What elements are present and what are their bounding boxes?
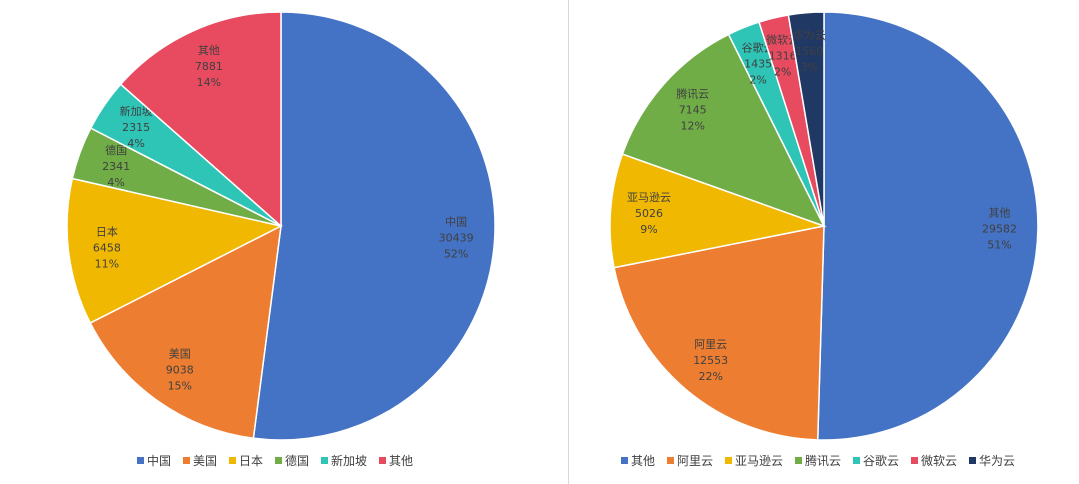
slice-name-label: 其他 bbox=[198, 44, 220, 57]
legend-swatch bbox=[321, 457, 328, 464]
slice-percent-label: 4% bbox=[127, 137, 144, 150]
slice-percent-label: 9% bbox=[640, 223, 657, 236]
legend-swatch bbox=[853, 457, 860, 464]
legend-swatch bbox=[229, 457, 236, 464]
slice-percent-label: 52% bbox=[444, 247, 468, 260]
legend-label: 微软云 bbox=[921, 454, 957, 468]
legend-label: 新加坡 bbox=[331, 453, 367, 468]
slice-percent-label: 2% bbox=[749, 73, 766, 86]
slice-name-label: 腾讯云 bbox=[676, 87, 709, 101]
pie-chart-cloud-provider: 其他 29582 51% 阿里云 12553 22% 亚马逊云 5026 9% 腾讯云 7145 12… bbox=[609, 11, 1039, 468]
slice-percent-label: 15% bbox=[168, 379, 192, 392]
legend-swatch bbox=[379, 457, 386, 464]
pie-chart-country: 中国 30439 52% 美国 9038 15% 日本 6458 11% 德国 2341 4% 新加坡 2… bbox=[66, 11, 496, 468]
slice-name-label: 亚马逊云 bbox=[627, 191, 671, 204]
slice-value-label: 2315 bbox=[122, 121, 150, 134]
legend-swatch bbox=[275, 457, 282, 464]
legend-label: 其他 bbox=[389, 454, 413, 468]
slice-percent-label: 3% bbox=[801, 61, 818, 74]
pie-slice-2 bbox=[66, 177, 284, 324]
slice-percent-label: 22% bbox=[698, 370, 722, 383]
slice-value-label: 5026 bbox=[635, 207, 663, 220]
legend-swatch bbox=[725, 457, 732, 464]
slice-name-label: 中国 bbox=[445, 215, 467, 228]
slice-value-label: 1316 bbox=[769, 50, 797, 63]
legend-label: 阿里云 bbox=[677, 454, 713, 468]
legend-swatch bbox=[183, 457, 190, 464]
slice-percent-label: 12% bbox=[680, 120, 704, 133]
pie-slice-2 bbox=[609, 153, 827, 269]
legend-label: 亚马逊云 bbox=[735, 454, 783, 468]
slice-value-label: 6458 bbox=[93, 242, 121, 255]
pie-slice-1 bbox=[89, 224, 282, 440]
slice-percent-label: 14% bbox=[197, 76, 221, 89]
legend-label: 中国 bbox=[147, 453, 171, 468]
legend-swatch bbox=[969, 457, 976, 464]
panel-divider bbox=[568, 0, 569, 484]
legend-swatch bbox=[911, 457, 918, 464]
legend-label: 腾讯云 bbox=[805, 453, 841, 468]
slice-name-label: 德国 bbox=[105, 143, 127, 157]
pie-slice-3 bbox=[621, 33, 826, 228]
slice-percent-label: 11% bbox=[95, 258, 119, 271]
slice-value-label: 12553 bbox=[693, 354, 728, 367]
slice-percent-label: 2% bbox=[774, 66, 791, 79]
slice-name-label: 新加坡 bbox=[120, 104, 153, 118]
legend-label: 美国 bbox=[193, 454, 217, 468]
legend-label: 华为云 bbox=[979, 454, 1015, 468]
slice-name-label: 美国 bbox=[169, 347, 191, 360]
slice-value-label: 1560 bbox=[795, 45, 823, 58]
slice-value-label: 7881 bbox=[195, 60, 223, 73]
legend-label: 德国 bbox=[285, 453, 309, 468]
slice-value-label: 29582 bbox=[982, 223, 1017, 236]
slice-value-label: 30439 bbox=[439, 231, 474, 244]
slice-name-label: 其他 bbox=[989, 207, 1011, 220]
slice-value-label: 1435 bbox=[744, 57, 772, 70]
slice-value-label: 9038 bbox=[166, 363, 194, 376]
pie-slice-6 bbox=[787, 11, 825, 227]
slice-percent-label: 51% bbox=[987, 239, 1011, 252]
slice-name-label: 华为云 bbox=[793, 28, 826, 42]
slice-percent-label: 4% bbox=[107, 176, 124, 189]
pie-slice-1 bbox=[613, 225, 825, 441]
legend-swatch bbox=[621, 457, 628, 464]
slice-name-label: 日本 bbox=[96, 225, 118, 239]
legend-label: 日本 bbox=[239, 454, 263, 468]
legend-label: 其他 bbox=[631, 454, 655, 468]
slice-value-label: 7145 bbox=[679, 104, 707, 117]
legend-swatch bbox=[667, 457, 674, 464]
slice-value-label: 2341 bbox=[102, 160, 130, 173]
pie-slice-0 bbox=[816, 11, 1039, 441]
legend-swatch bbox=[137, 457, 144, 464]
pie-slice-0 bbox=[252, 11, 496, 441]
legend-label: 谷歌云 bbox=[863, 453, 899, 468]
slice-name-label: 阿里云 bbox=[694, 338, 727, 351]
pie-slice-5 bbox=[119, 11, 282, 228]
slice-name-label: 微软云 bbox=[766, 33, 799, 47]
legend-swatch bbox=[795, 457, 802, 464]
